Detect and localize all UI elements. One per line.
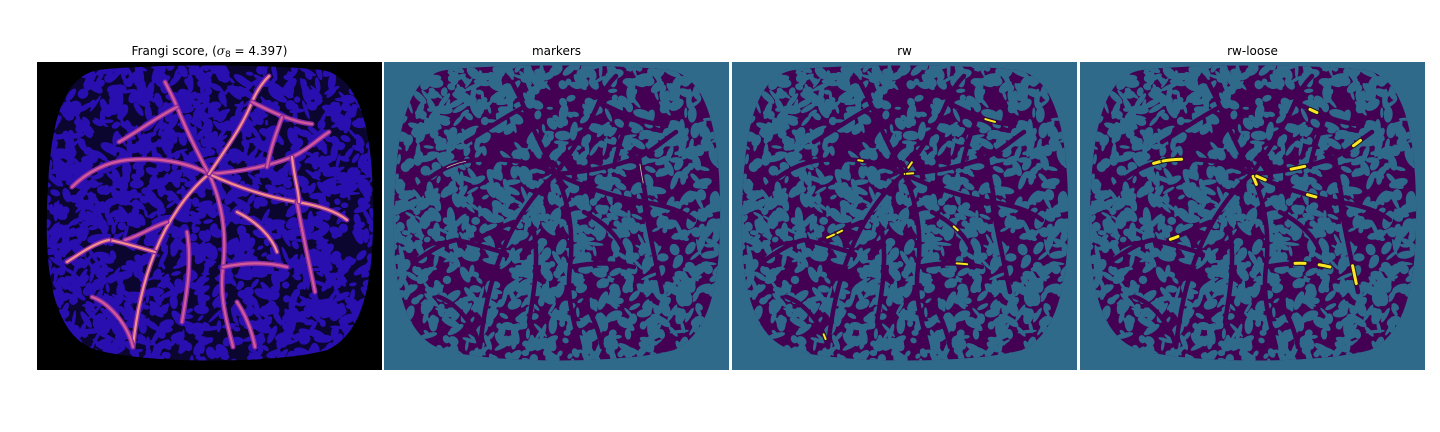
panel-markers <box>384 62 729 370</box>
rw-loose-image <box>1080 62 1425 370</box>
panel-rw <box>732 62 1077 370</box>
sigma-symbol: σ <box>216 44 225 58</box>
sigma-subscript: 8 <box>225 50 231 60</box>
panel-title-rw: rw <box>897 44 912 58</box>
frangi-image <box>37 62 382 370</box>
panel-title-frangi: Frangi score, (σ8 = 4.397) <box>131 44 288 60</box>
markers-image <box>384 62 729 370</box>
panel-rw-loose <box>1080 62 1425 370</box>
panel-title-markers: markers <box>531 44 582 58</box>
panel-frangi <box>37 62 382 370</box>
panel-title-rw-loose: rw-loose <box>1227 44 1278 58</box>
rw-image <box>732 62 1077 370</box>
